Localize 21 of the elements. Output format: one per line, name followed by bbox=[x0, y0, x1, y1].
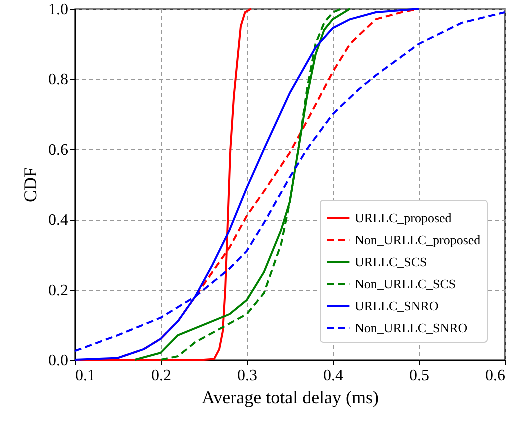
x-axis-title: Average total delay (ms) bbox=[202, 388, 380, 408]
y-tick-label: 0.6 bbox=[48, 142, 68, 159]
legend-label: Non_URLLC_SNRO bbox=[355, 320, 468, 336]
legend-label: URLLC_SNRO bbox=[355, 298, 439, 314]
x-tick-label: 0.4 bbox=[324, 368, 344, 384]
legend-label: URLLC_SCS bbox=[355, 254, 428, 270]
x-tick-label: 0.3 bbox=[238, 368, 258, 384]
line-series bbox=[134, 8, 352, 361]
y-tick-label: 1.0 bbox=[48, 2, 68, 18]
y-tick-label: 0.2 bbox=[48, 282, 68, 300]
legend-label: Non_URLLC_SCS bbox=[355, 276, 456, 292]
x-tick-label: 0.6 bbox=[486, 368, 506, 384]
legend-label: Non_URLLC_proposed bbox=[355, 232, 482, 248]
x-tick-label: 0.5 bbox=[410, 368, 430, 384]
y-tick-label: 0.8 bbox=[48, 72, 68, 89]
y-tick-label: 0.4 bbox=[48, 212, 68, 230]
x-tick-label: 0.2 bbox=[152, 368, 172, 384]
y-tick-label: 0.0 bbox=[48, 352, 68, 370]
y-axis-title: CDF bbox=[20, 167, 40, 203]
x-tick-label: 0.1 bbox=[76, 368, 96, 384]
legend-label: URLLC_proposed bbox=[355, 210, 452, 226]
